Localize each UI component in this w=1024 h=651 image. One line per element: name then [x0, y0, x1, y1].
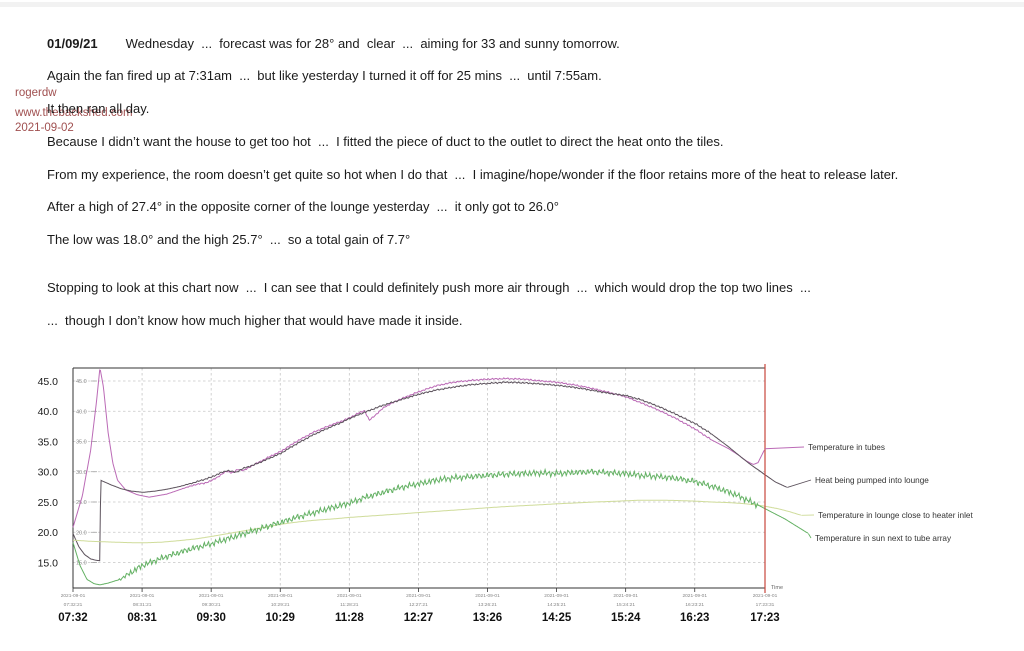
post-paragraph: It then ran all day.: [47, 101, 149, 116]
x-axis-time-small-label: 08:31:21: [133, 602, 152, 608]
x-axis-time-label: 10:29: [266, 612, 295, 624]
legend-label: Heat being pumped into lounge: [815, 476, 929, 485]
post-paragraph-date: 01/09/21 Wednesday ... forecast was for 2…: [47, 36, 620, 51]
y-axis-inner-label: 15.0: [76, 561, 87, 567]
series-line-3: [73, 500, 801, 543]
y-axis-inner-label: 40.0: [76, 409, 87, 415]
x-axis-time-small-label: 16:23:21: [685, 602, 704, 608]
post-paragraph: Stopping to look at this chart now ... I…: [47, 280, 811, 295]
x-axis-time-small-label: 17:23:31: [756, 602, 775, 608]
legend-pointer: [765, 447, 804, 449]
y-axis-inner-label: 45.0: [76, 379, 87, 385]
legend-label: Temperature in tubes: [808, 443, 885, 452]
post-date: 01/09/21: [47, 36, 98, 51]
y-axis-label: 15.0: [38, 557, 59, 569]
x-axis-time-label: 17:23: [750, 612, 779, 624]
legend-pointer: [808, 533, 811, 538]
x-axis-time-small-label: 09:30:21: [202, 602, 221, 608]
x-axis-date-label: 2021-09-01: [61, 593, 86, 599]
y-axis-label: 20.0: [38, 527, 59, 539]
y-axis-label: 40.0: [38, 406, 59, 418]
legend-pointer: [787, 480, 811, 487]
y-axis-label: 35.0: [38, 436, 59, 448]
x-axis-date-label: 2021-09-01: [130, 593, 155, 599]
x-axis-time-label: 08:31: [127, 612, 157, 624]
post-paragraph: Because I didn’t want the house to get t…: [47, 134, 723, 149]
x-axis-time-label: 09:30: [196, 612, 225, 624]
x-axis-date-label: 2021-09-01: [753, 593, 778, 599]
watermark-username: rogerdw: [15, 87, 57, 99]
legend-label: Temperature in lounge close to heater in…: [818, 511, 973, 520]
post-line-1: Wednesday ... forecast was for 28° and c…: [126, 36, 620, 51]
x-axis-time-label: 16:23: [680, 612, 709, 624]
y-axis-inner-label: 20.0: [76, 530, 87, 536]
x-axis-time-small-label: 07:32:21: [64, 602, 83, 608]
x-axis-time-small-label: 10:29:21: [271, 602, 290, 608]
legend-label: Temperature in sun next to tube array: [815, 534, 952, 543]
series-line-2: [73, 382, 787, 561]
x-axis-time-label: 15:24: [611, 612, 641, 624]
x-axis-time-label: 07:32: [58, 612, 87, 624]
y-axis-inner-label: 35.0: [76, 440, 87, 446]
post-paragraph: ... though I don’t know how much higher …: [47, 313, 463, 328]
x-axis-time-small-label: 12:27:21: [409, 602, 428, 608]
post-paragraph: After a high of 27.4° in the opposite co…: [47, 199, 559, 214]
x-axis-time-label: 12:27: [404, 612, 433, 624]
y-axis-label: 30.0: [38, 467, 59, 479]
x-axis-time-small-label: 11:28:21: [340, 602, 359, 608]
x-axis-date-label: 2021-09-01: [199, 593, 224, 599]
x-axis-date-label: 2021-09-01: [406, 593, 431, 599]
y-axis-label: 45.0: [38, 376, 59, 388]
x-axis-date-label: 2021-09-01: [682, 593, 707, 599]
watermark-date: 2021-09-02: [15, 122, 74, 134]
page-top-strip: [0, 2, 1024, 7]
y-axis-inner-label: 30.0: [76, 470, 87, 476]
post-paragraph: The low was 18.0° and the high 25.7° ...…: [47, 232, 410, 247]
x-axis-time-small-label: 13:26:21: [478, 602, 497, 608]
x-axis-time-small-label: 15:24:21: [616, 602, 635, 608]
x-axis-date-label: 2021-09-01: [544, 593, 569, 599]
x-axis-date-label: 2021-09-01: [337, 593, 362, 599]
post-paragraph: Again the fan fired up at 7:31am ... but…: [47, 68, 602, 83]
x-axis-date-label: 2021-09-01: [475, 593, 500, 599]
x-axis-time-label: 11:28: [335, 612, 364, 624]
series-line-4: [73, 469, 808, 585]
x-axis-date-label: 2021-09-01: [613, 593, 638, 599]
x-axis-time-label: 13:26: [473, 612, 502, 624]
post-paragraph: From my experience, the room doesn’t get…: [47, 167, 898, 182]
x-axis-time-label: 14:25: [542, 612, 572, 624]
x-axis-time-small-label: 14:25:21: [547, 602, 566, 608]
time-axis-title: Time: [771, 585, 783, 591]
y-axis-label: 25.0: [38, 497, 59, 509]
x-axis-date-label: 2021-09-01: [268, 593, 293, 599]
